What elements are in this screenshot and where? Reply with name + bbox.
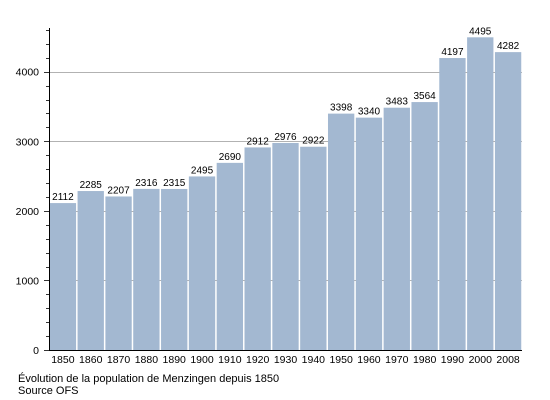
data-label: 2315 xyxy=(163,178,186,189)
bar xyxy=(77,191,104,350)
bar xyxy=(439,58,466,350)
data-label: 2922 xyxy=(302,136,325,147)
bar xyxy=(133,188,160,350)
x-tick-label: 1940 xyxy=(302,354,326,366)
data-label: 2495 xyxy=(191,165,214,176)
bar xyxy=(383,107,410,350)
data-label: 2976 xyxy=(274,132,297,143)
y-tick-label: 2000 xyxy=(16,206,40,218)
axes: 0 1000 2000 3000 4000 1850 1860 1870 1880 1890 190… xyxy=(16,28,522,366)
bar xyxy=(105,196,132,350)
y-tick-label: 3000 xyxy=(16,136,40,148)
bar xyxy=(411,102,438,350)
x-tick-label: 1930 xyxy=(274,354,298,366)
x-tick-label: 1850 xyxy=(51,354,75,366)
data-label: 3483 xyxy=(386,97,409,108)
bar xyxy=(49,203,77,350)
bar xyxy=(272,142,299,350)
data-label: 3340 xyxy=(358,107,381,118)
x-tick-label: 1960 xyxy=(357,354,381,366)
bar xyxy=(188,176,216,350)
x-tick-label: 1880 xyxy=(135,354,159,366)
data-label: 4282 xyxy=(497,41,520,52)
data-label: 2912 xyxy=(247,136,270,147)
data-labels: 2112 2285 2207 2316 2315 2495 2690 2912 2976 2922… xyxy=(52,26,519,203)
bar xyxy=(327,113,355,350)
y-tick-label: 1000 xyxy=(16,275,40,287)
data-label: 4197 xyxy=(441,47,464,58)
bar xyxy=(216,162,244,350)
x-tick-label: 1990 xyxy=(441,354,465,366)
bar xyxy=(161,188,188,350)
population-bar-chart: 2112 2285 2207 2316 2315 2495 2690 2912 2976 2922… xyxy=(16,26,522,366)
x-tick-label: 1900 xyxy=(190,354,214,366)
data-label: 2690 xyxy=(219,152,242,163)
x-tick-label: 1950 xyxy=(329,354,353,366)
bar xyxy=(300,146,327,350)
y-tick-label: 0 xyxy=(33,345,39,357)
bar xyxy=(244,147,271,350)
x-tick-label: 1970 xyxy=(385,354,409,366)
x-tick-label: 2000 xyxy=(469,354,493,366)
x-tick-label: 1870 xyxy=(107,354,131,366)
x-tick-label: 1980 xyxy=(413,354,437,366)
data-label: 2112 xyxy=(52,192,74,203)
bar xyxy=(355,117,383,350)
bar xyxy=(467,37,494,350)
bars xyxy=(49,37,522,351)
data-label: 2285 xyxy=(80,180,103,191)
data-label: 3564 xyxy=(413,91,436,102)
chart-caption: Évolution de la population de Menzingen … xyxy=(18,373,280,385)
data-label: 3398 xyxy=(330,103,353,114)
data-label: 2207 xyxy=(107,185,130,196)
bar xyxy=(494,52,522,351)
x-tick-label: 1920 xyxy=(246,354,270,366)
data-label: 4495 xyxy=(469,26,492,37)
chart-source: Source OFS xyxy=(18,385,79,397)
data-label: 2316 xyxy=(135,178,158,189)
y-tick-label: 4000 xyxy=(16,67,40,79)
x-tick-label: 1890 xyxy=(163,354,187,366)
x-tick-label: 1860 xyxy=(79,354,103,366)
x-tick-label: 2008 xyxy=(496,354,520,366)
x-tick-label: 1910 xyxy=(218,354,242,366)
